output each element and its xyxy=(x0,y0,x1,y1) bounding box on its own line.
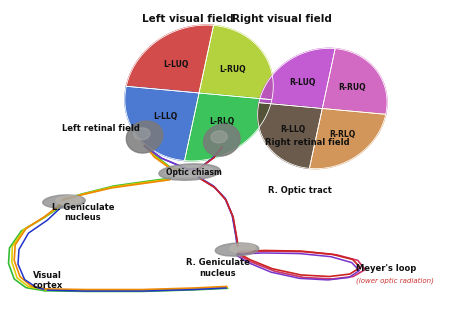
Ellipse shape xyxy=(165,166,212,177)
Text: R-RLQ: R-RLQ xyxy=(329,130,355,139)
Ellipse shape xyxy=(159,164,220,180)
Ellipse shape xyxy=(134,128,150,140)
Polygon shape xyxy=(127,25,214,93)
Text: (lower optic radiation): (lower optic radiation) xyxy=(356,277,433,284)
Ellipse shape xyxy=(56,196,82,204)
Text: R-RUQ: R-RUQ xyxy=(338,83,366,92)
Ellipse shape xyxy=(204,124,240,156)
Text: Optic chiasm: Optic chiasm xyxy=(166,167,222,177)
Text: R-LUQ: R-LUQ xyxy=(290,78,316,87)
Text: L. Geniculate
nucleus: L. Geniculate nucleus xyxy=(52,203,114,222)
Text: L-LUQ: L-LUQ xyxy=(164,60,189,69)
Ellipse shape xyxy=(43,195,85,208)
Text: L-RUQ: L-RUQ xyxy=(220,65,246,74)
Text: Meyer's loop: Meyer's loop xyxy=(356,264,416,273)
Ellipse shape xyxy=(215,243,259,256)
Ellipse shape xyxy=(127,121,163,153)
Ellipse shape xyxy=(211,131,227,143)
Text: Left retinal field: Left retinal field xyxy=(62,124,139,133)
Ellipse shape xyxy=(230,244,255,252)
Text: Left visual field: Left visual field xyxy=(142,14,234,24)
Text: L-LLQ: L-LLQ xyxy=(153,112,177,121)
Text: R. Geniculate
nucleus: R. Geniculate nucleus xyxy=(186,259,250,278)
Text: Right retinal field: Right retinal field xyxy=(265,138,350,147)
Polygon shape xyxy=(199,25,273,100)
Polygon shape xyxy=(125,86,199,161)
Text: Right visual field: Right visual field xyxy=(232,14,332,24)
Text: R. Optic tract: R. Optic tract xyxy=(268,186,332,195)
Text: R-LLQ: R-LLQ xyxy=(280,125,305,134)
Polygon shape xyxy=(184,93,272,161)
Polygon shape xyxy=(322,49,387,114)
Polygon shape xyxy=(258,103,322,168)
Text: L-RLQ: L-RLQ xyxy=(209,117,234,126)
Text: Visual
cortex: Visual cortex xyxy=(32,271,63,290)
Polygon shape xyxy=(310,108,386,169)
Polygon shape xyxy=(259,48,335,108)
